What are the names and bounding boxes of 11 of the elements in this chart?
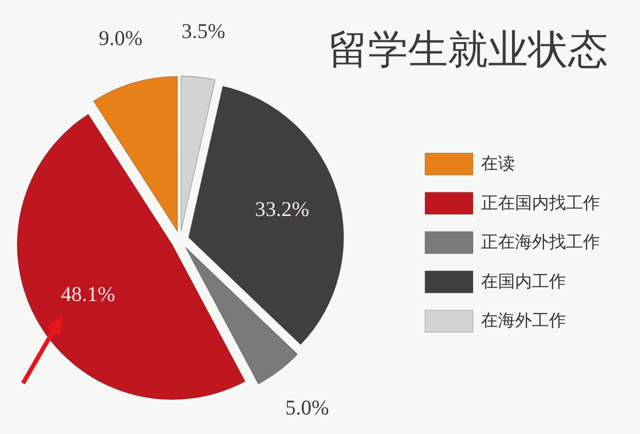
data-label: 5.0% [285,396,330,420]
legend-label: 在读 [481,154,515,174]
chart-title: 留学生就业状态 [328,27,608,73]
data-label: 48.1% [60,282,116,306]
legend-label: 在海外工作 [481,311,566,332]
legend-label: 正在海外找工作 [481,232,600,253]
data-label: 33.2% [254,197,310,222]
legend-label: 在国内工作 [481,272,566,292]
data-label: 3.5% [182,18,226,43]
data-label: 9.0% [98,26,142,50]
legend-label: 正在国内找工作 [481,193,600,214]
